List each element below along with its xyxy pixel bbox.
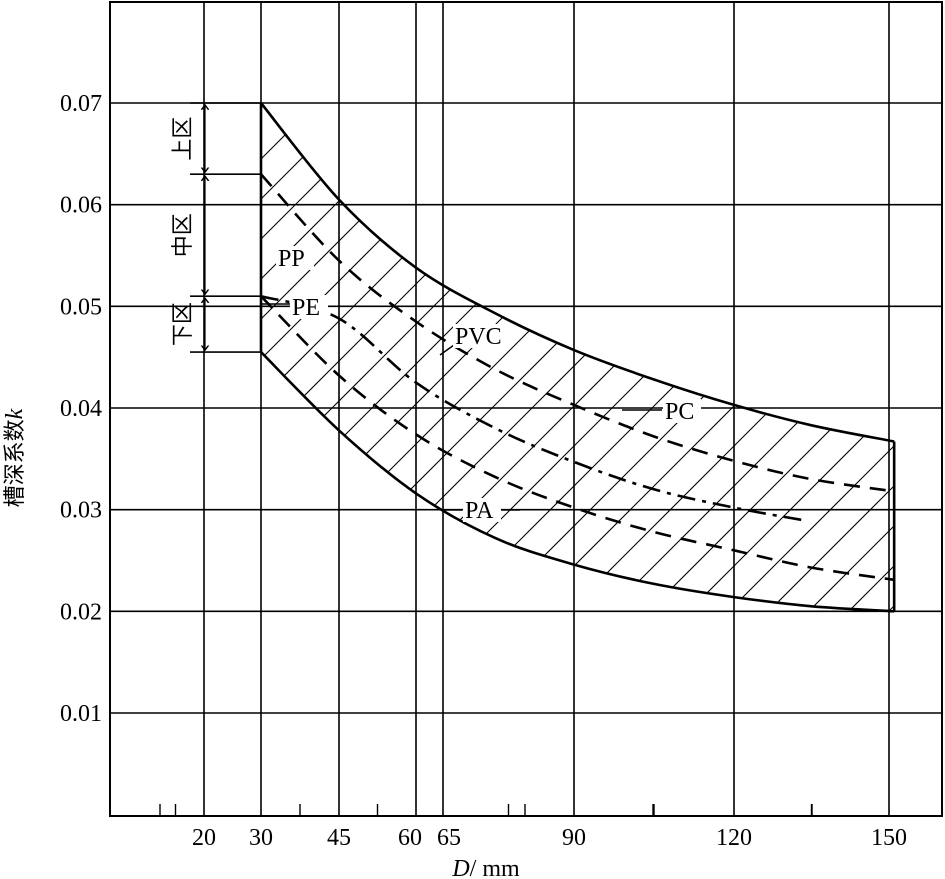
zone-label: 中区 bbox=[171, 213, 196, 257]
zone-label: 上区 bbox=[171, 117, 196, 161]
ticks: 20 30 45 60 65 90 120 150 0.01 0.02 0.03 0.04 0.05 0.… bbox=[60, 91, 907, 851]
hatch-band bbox=[261, 119, 895, 612]
x-axis-title-var: D bbox=[451, 856, 469, 879]
y-tick-label: 0.01 bbox=[60, 701, 102, 727]
y-tick-label: 0.07 bbox=[60, 91, 102, 117]
label-bg bbox=[463, 498, 501, 522]
series-label-pc: PC bbox=[665, 399, 694, 425]
x-tick-label: 90 bbox=[562, 825, 586, 851]
series-pe-line bbox=[260, 295, 895, 582]
hatch-line bbox=[359, 119, 895, 612]
hatch-line bbox=[279, 119, 895, 612]
series-label-pvc: PVC bbox=[455, 324, 502, 350]
x-tick-label: 60 bbox=[398, 825, 422, 851]
y-axis-title-text: 槽深系数 bbox=[3, 419, 28, 507]
x-tick-label: 20 bbox=[192, 825, 216, 851]
hatch-line bbox=[439, 119, 895, 612]
hatch-line bbox=[839, 119, 895, 612]
y-axis-title-var: k bbox=[2, 408, 28, 419]
y-tick-label: 0.05 bbox=[60, 294, 102, 320]
x-axis-title-unit: / mm bbox=[470, 856, 520, 879]
series-pa-line bbox=[260, 351, 895, 613]
hatch-line bbox=[559, 119, 895, 612]
hatch-line bbox=[261, 119, 821, 612]
hatch-line bbox=[261, 119, 341, 612]
y-axis-title: 槽深系数k bbox=[2, 408, 28, 507]
x-tick-label: 120 bbox=[716, 825, 752, 851]
y-tick-label: 0.03 bbox=[60, 498, 102, 524]
series-label-pe: PE bbox=[292, 295, 320, 321]
hatch-line bbox=[261, 119, 421, 612]
plot-frame bbox=[109, 1, 943, 817]
hatch-line bbox=[261, 119, 701, 612]
hatch-line bbox=[261, 119, 895, 612]
x-tick-label: 150 bbox=[871, 825, 907, 851]
label-bg bbox=[663, 399, 701, 423]
hatch-line bbox=[261, 119, 861, 612]
series-pc-line bbox=[260, 294, 802, 522]
hatch-line bbox=[799, 119, 895, 612]
series-label-pa: PA bbox=[465, 498, 494, 524]
label-leader bbox=[439, 344, 455, 356]
x-tick-label: 65 bbox=[437, 825, 461, 851]
x-tick-label: 45 bbox=[327, 825, 351, 851]
label-bg bbox=[290, 295, 328, 319]
series-pvc-line bbox=[260, 173, 895, 493]
axis-titles: D/ mm 槽深系数k bbox=[2, 408, 520, 879]
grid bbox=[110, 2, 942, 816]
curves bbox=[259, 102, 896, 613]
hatch-line bbox=[399, 119, 895, 612]
label-bg bbox=[276, 246, 314, 270]
curve-labels: PP PE PVC PC PA bbox=[262, 246, 701, 524]
x-axis-title: D/ mm bbox=[451, 856, 520, 879]
hatch-line bbox=[759, 119, 895, 612]
series-pp-line bbox=[259, 102, 895, 443]
hatch-line bbox=[261, 119, 301, 612]
label-bg bbox=[453, 324, 508, 348]
hatch-line bbox=[679, 119, 895, 612]
x-tick-label: 30 bbox=[249, 825, 273, 851]
hatch-line bbox=[261, 119, 381, 612]
y-tick-label: 0.04 bbox=[60, 396, 102, 422]
series-label-pp: PP bbox=[278, 246, 305, 272]
hatch-line bbox=[261, 119, 461, 612]
zone-label: 下区 bbox=[171, 302, 196, 346]
hatch-line bbox=[639, 119, 895, 612]
hatch-line bbox=[479, 119, 895, 612]
hatch-line bbox=[519, 119, 895, 612]
y-tick-label: 0.06 bbox=[60, 193, 102, 219]
hatch-line bbox=[261, 119, 741, 612]
y-tick-label: 0.02 bbox=[60, 599, 102, 625]
hatch-line bbox=[719, 119, 895, 612]
hatch-line bbox=[319, 119, 895, 612]
